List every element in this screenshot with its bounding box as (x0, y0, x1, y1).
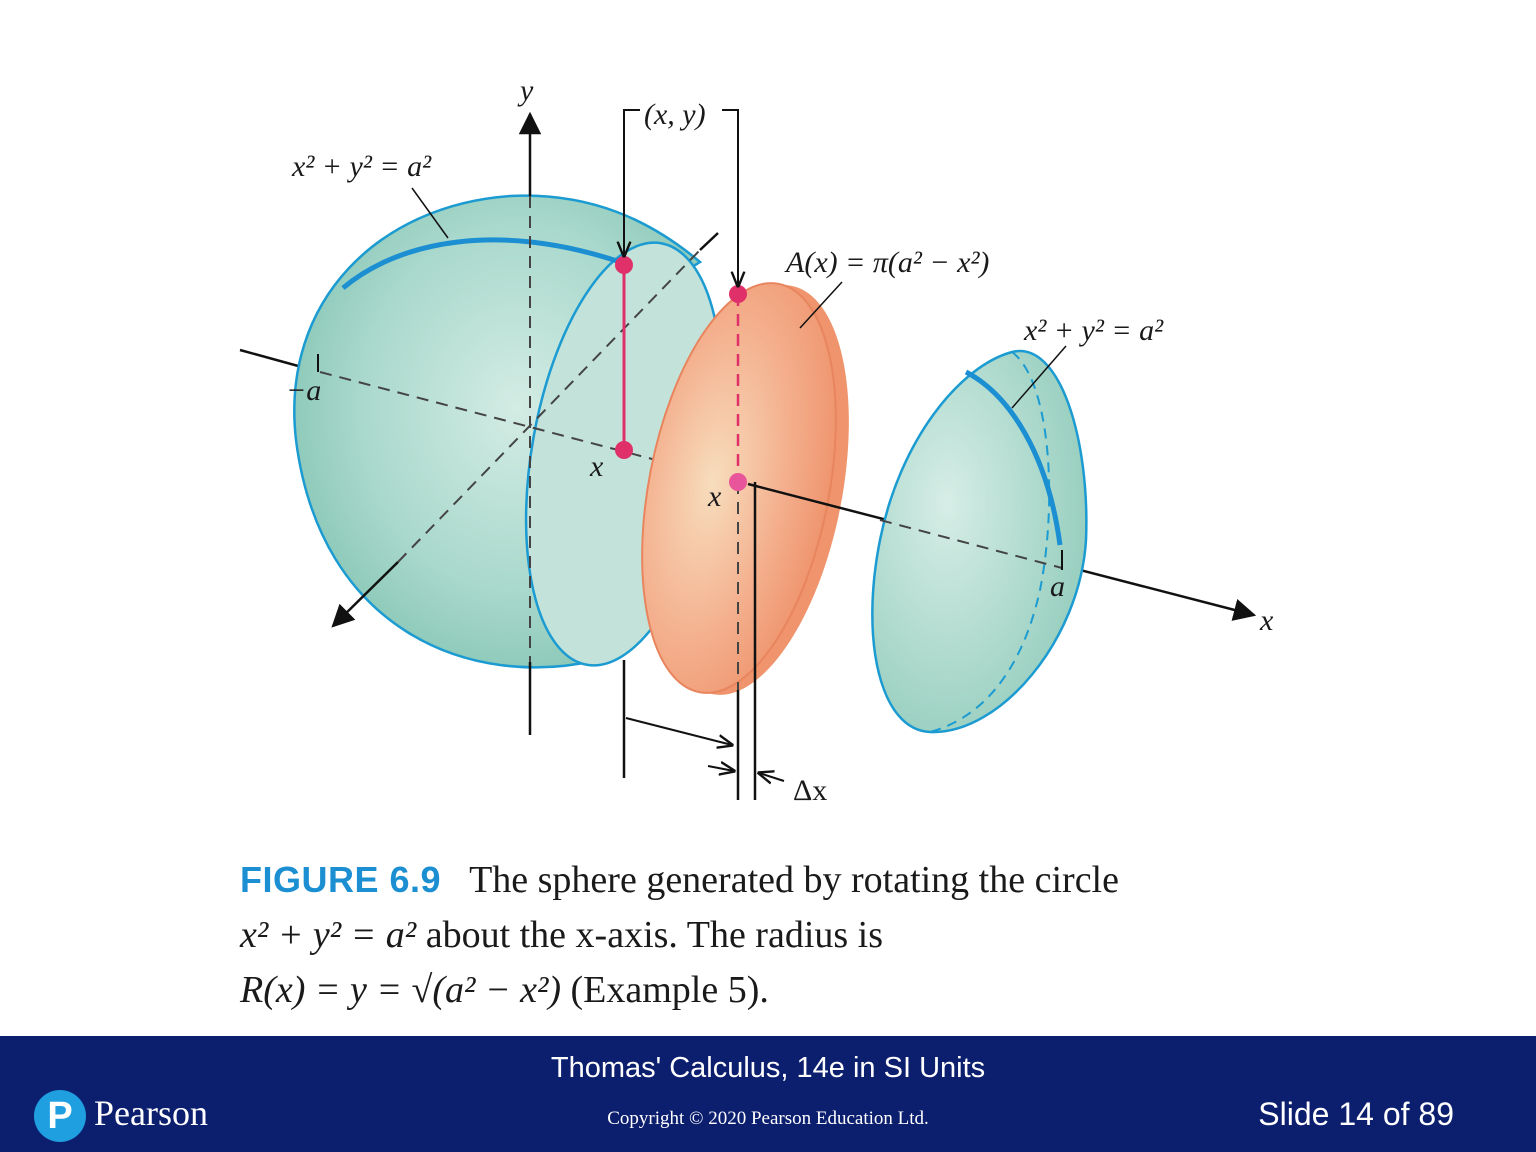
caption-text-3: (Example 5). (570, 969, 769, 1011)
caption-text-1: The sphere generated by rotating the cir… (469, 859, 1119, 901)
figure-label: FIGURE 6.9 (240, 859, 442, 900)
caption-equation-2: R(x) = y = √(a² − x²) (240, 969, 561, 1011)
right-cap (871, 349, 1088, 734)
left-circle-equation: x² + y² = a² (291, 150, 432, 183)
y-axis-label: y (517, 74, 534, 107)
x-mark-label-1: x (589, 450, 604, 483)
point-bracket (623, 109, 739, 286)
copyright-notice: Copyright © 2020 Pearson Education Ltd. (607, 1108, 929, 1129)
slice-point-top (729, 285, 747, 303)
slice-point-center (729, 473, 747, 491)
right-cap-hidden-edge (929, 351, 1051, 733)
area-leader (799, 281, 843, 329)
delta-x-arrow-right (759, 773, 785, 781)
left-circle-curve (341, 237, 621, 290)
x-mark-label-2: x (707, 480, 722, 513)
x-axis-label: x (1259, 604, 1274, 637)
minus-a-label: −a (286, 374, 321, 407)
pearson-logo-icon: P (34, 1090, 86, 1142)
left-eq-leader (411, 187, 449, 239)
right-eq-leader (1011, 345, 1067, 409)
caption-line-3: R(x) = y = √(a² − x²) (Example 5). (240, 963, 1340, 1018)
figure-caption: FIGURE 6.9 The sphere generated by rotati… (240, 852, 1340, 1018)
caption-equation-1: x² + y² = a² (240, 914, 417, 956)
sphere-volume-diagram: y x (x, y) x² + y² = a² x² + y² = a² A(x… (239, 74, 1274, 807)
x-distance-arrow (625, 717, 732, 745)
point-x (615, 441, 633, 459)
book-title: Thomas' Calculus, 14e in SI Units (550, 1052, 986, 1084)
a-label: a (1050, 570, 1065, 603)
z-axis-back (699, 232, 719, 251)
slide-content: y x (x, y) x² + y² = a² x² + y² = a² A(x… (239, 74, 1340, 1018)
delta-x-label: Δx (793, 774, 827, 807)
slide-footer: P Pearson Thomas' Calculus, 14e in SI Un… (0, 1036, 1536, 1152)
caption-line-2: x² + y² = a² about the x-axis. The radiu… (240, 908, 1340, 963)
slide-counter: Slide 14 of 89 (1258, 1096, 1454, 1132)
area-formula: A(x) = π(a² − x²) (784, 246, 989, 279)
point-label: (x, y) (644, 98, 706, 131)
pearson-wordmark: Pearson (94, 1093, 208, 1133)
caption-text-2: about the x-axis. The radius is (425, 914, 884, 956)
right-axis-hidden (879, 519, 1063, 569)
right-circle-equation: x² + y² = a² (1023, 314, 1164, 347)
point-xy (615, 256, 633, 274)
delta-x-arrow-left (707, 766, 734, 771)
caption-line-1: FIGURE 6.9 The sphere generated by rotati… (240, 852, 1340, 908)
z-axis-hidden (397, 249, 701, 563)
right-circle-curve (964, 369, 1063, 546)
z-axis-front (331, 561, 399, 628)
